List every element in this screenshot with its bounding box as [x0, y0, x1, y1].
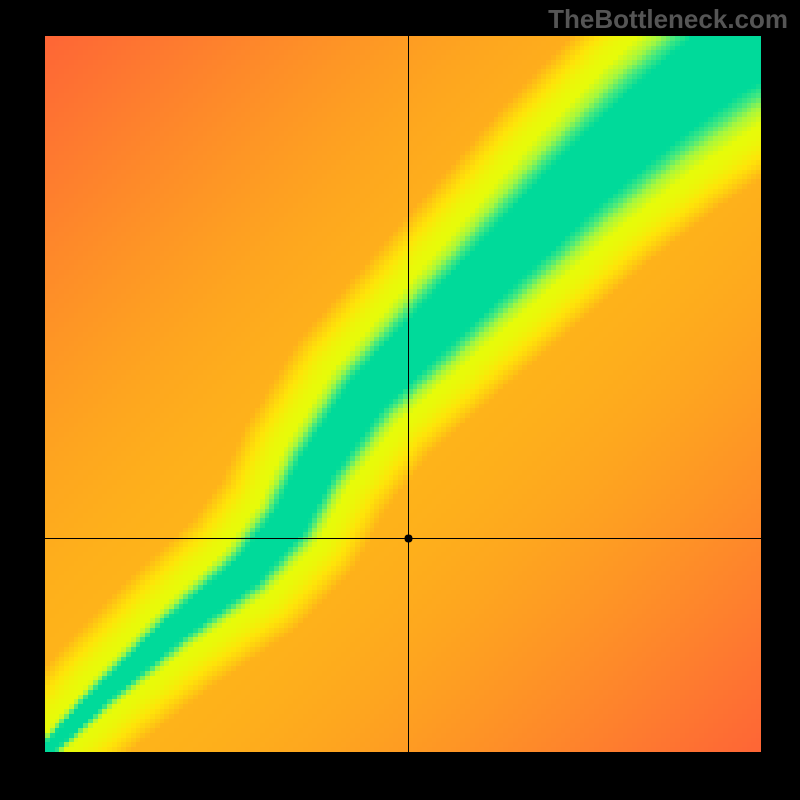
watermark-text: TheBottleneck.com: [548, 4, 788, 35]
heatmap-canvas: [45, 36, 761, 752]
plot-area: [45, 36, 761, 752]
chart-frame: TheBottleneck.com: [0, 0, 800, 800]
